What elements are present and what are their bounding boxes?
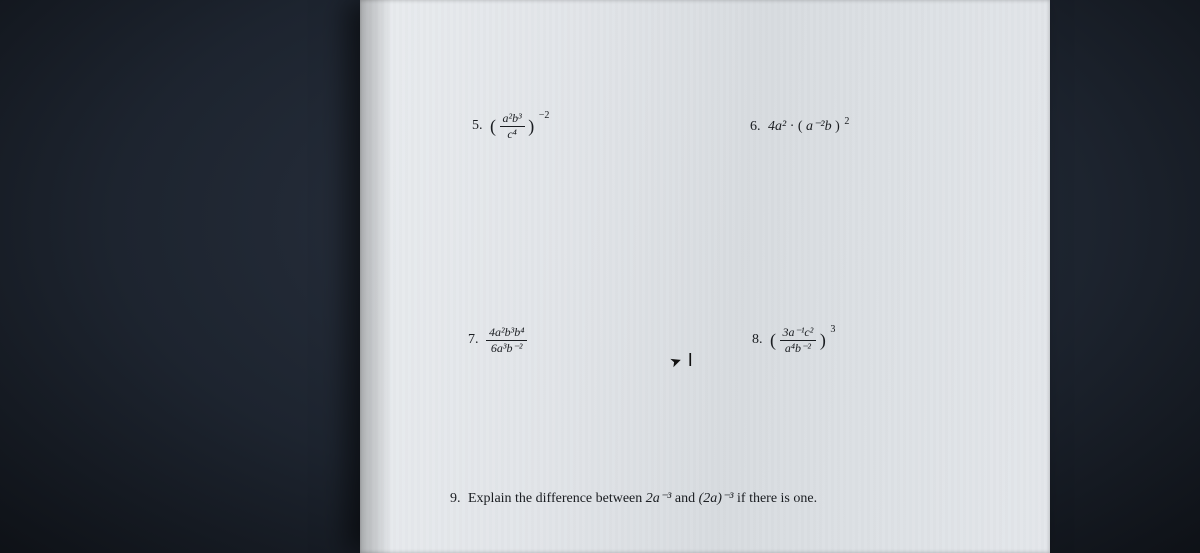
numerator: 4a²b³b⁴ [486,326,527,340]
problem-9: 9. Explain the difference between 2a⁻³ a… [450,490,817,507]
outer-exponent: 3 [830,324,835,335]
fraction: 3a⁻¹c² a⁴b⁻² [780,326,817,354]
q9-text-3: if there is one. [737,491,817,506]
lparen: ( [798,119,803,134]
dot: · [790,119,795,134]
problem-6: 6. 4a² · ( a⁻²b ) 2 [750,118,849,135]
inner: a⁻²b [806,119,832,134]
rparen: ) [820,331,826,349]
outer-exponent: 2 [844,116,849,127]
problem-number: 9. [450,491,461,507]
lparen: ( [770,331,776,349]
mouse-cursor-icon: ➤I [670,350,693,371]
denominator: 6a³b⁻² [486,340,527,355]
fraction: a²b³ c⁴ [500,112,525,140]
denominator: c⁴ [500,126,525,141]
numerator: 3a⁻¹c² [780,326,817,340]
problem-number: 8. [752,332,763,348]
rparen: ) [835,119,840,134]
q9-text-2: and [675,491,699,506]
outer-exponent: −2 [539,110,550,121]
page-left-shadow [360,0,392,553]
fraction: 4a²b³b⁴ 6a³b⁻² [486,326,527,354]
numerator: a²b³ [500,112,525,126]
lparen: ( [490,117,496,135]
worksheet-page: 5. ( a²b³ c⁴ ) −2 6. 4a² · ( a⁻²b ) 2 7.… [360,0,1050,553]
problem-number: 7. [468,332,479,348]
rparen: ) [528,117,534,135]
problem-7: 7. 4a²b³b⁴ 6a³b⁻² [468,326,527,354]
denominator: a⁴b⁻² [780,340,817,355]
term-a: 4a² [768,119,786,134]
problem-number: 6. [750,119,761,135]
problem-number: 5. [472,118,483,134]
q9-math-1: 2a⁻³ [646,491,672,506]
q9-math-2: (2a)⁻³ [699,491,734,506]
desktop-area: { "page": { "background_outer": "#0d1015… [0,0,1200,553]
q9-text-1: Explain the difference between [468,491,646,506]
problem-5: 5. ( a²b³ c⁴ ) −2 [472,112,549,140]
problem-8: 8. ( 3a⁻¹c² a⁴b⁻² ) 3 [752,326,835,354]
